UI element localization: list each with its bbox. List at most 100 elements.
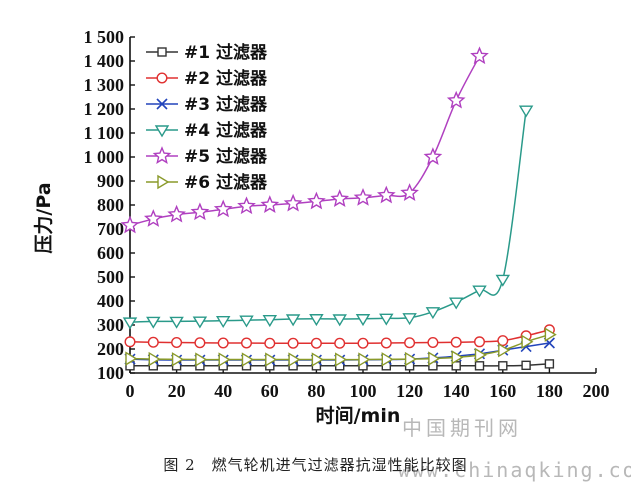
- x-tick-label: 200: [583, 381, 610, 401]
- marker-triangle-right: [358, 352, 371, 367]
- marker-triangle-right: [288, 352, 301, 367]
- marker-triangle-right: [381, 352, 394, 367]
- series-group: [120, 46, 557, 371]
- marker-triangle-right: [311, 352, 324, 367]
- marker-triangle-down: [402, 313, 417, 326]
- y-tick-label: 300: [97, 315, 124, 335]
- legend-label: #1 过滤器: [184, 42, 268, 63]
- series-6: [125, 327, 557, 367]
- marker-triangle-right: [498, 342, 511, 358]
- series-1: [125, 359, 555, 371]
- marker-triangle-down: [355, 314, 371, 327]
- series-4: [122, 105, 534, 330]
- x-tick-label: 120: [396, 381, 423, 401]
- marker-circle: [171, 337, 183, 349]
- watermark-text: 中国期刊网: [402, 416, 522, 440]
- legend-label: #2 过滤器: [184, 68, 268, 89]
- marker-star: [213, 199, 233, 218]
- marker-triangle-right: [241, 352, 254, 367]
- y-tick-label: 1 300: [84, 75, 125, 95]
- y-tick-label: 1 500: [84, 27, 125, 47]
- legend-label: #4 过滤器: [184, 120, 268, 141]
- y-tick-label: 700: [97, 219, 124, 239]
- marker-square: [544, 359, 555, 369]
- axes: [129, 36, 597, 374]
- marker-star: [260, 195, 280, 213]
- legend-item-2: #2 过滤器: [146, 68, 268, 89]
- x-tick-label: 40: [214, 381, 232, 401]
- legend: #1 过滤器 #2 过滤器 #3 过滤器 #4 过滤器 #5 过滤器 #6 过滤器: [146, 42, 268, 193]
- x-tick-label: 180: [536, 381, 563, 401]
- marker-circle: [310, 337, 322, 349]
- marker-star: [307, 191, 326, 210]
- figure-caption: 图 2 燃气轮机进气过滤器抗湿性能比较图: [163, 456, 468, 474]
- marker-star: [353, 187, 373, 206]
- legend-item-6: #6 过滤器: [146, 172, 268, 193]
- marker-triangle-right: [474, 347, 487, 363]
- marker-triangle-down: [425, 307, 441, 320]
- y-tick-label: 100: [97, 363, 124, 383]
- legend-item-1: #1 过滤器: [146, 42, 268, 63]
- marker-triangle-down: [122, 317, 138, 330]
- marker-triangle-down: [472, 285, 487, 298]
- x-tick-label: 20: [168, 381, 186, 401]
- marker-triangle-down: [518, 105, 534, 118]
- marker-star: [400, 183, 419, 201]
- x-tick-label: 100: [350, 381, 377, 401]
- marker-triangle-right: [521, 334, 534, 350]
- marker-triangle-right: [544, 327, 557, 342]
- marker-star: [237, 196, 256, 215]
- marker-triangle-right: [218, 352, 231, 367]
- marker-star: [446, 90, 466, 109]
- marker-triangle-down: [239, 315, 254, 328]
- marker-star: [283, 193, 303, 212]
- series-line: [129, 110, 527, 323]
- y-tick-label: 400: [97, 291, 124, 311]
- marker-square: [474, 361, 485, 371]
- marker-circle: [147, 336, 159, 348]
- y-tick-label: 1 000: [84, 147, 125, 167]
- legend-item-3: #3 过滤器: [146, 94, 268, 115]
- marker-triangle-down: [309, 314, 324, 327]
- legend-label: #3 过滤器: [184, 94, 268, 115]
- marker-triangle-right: [148, 351, 161, 367]
- marker-circle: [240, 337, 252, 349]
- marker-triangle-right: [335, 352, 348, 367]
- y-tick-label: 1 100: [84, 123, 125, 143]
- marker-circle: [334, 337, 346, 349]
- marker-star: [143, 209, 163, 227]
- marker-star: [120, 215, 140, 234]
- marker-star: [330, 189, 350, 207]
- marker-triangle-right: [451, 350, 464, 365]
- marker-triangle-down: [495, 274, 511, 287]
- legend-label: #5 过滤器: [184, 146, 268, 167]
- marker-triangle-right: [428, 351, 441, 366]
- x-tick-label: 60: [261, 381, 279, 401]
- marker-triangle-right: [195, 352, 208, 367]
- series-2: [124, 324, 555, 349]
- marker-circle: [156, 72, 168, 84]
- series-line: [129, 55, 481, 227]
- marker-triangle-down: [215, 315, 231, 329]
- marker-star: [470, 46, 489, 65]
- marker-circle: [404, 337, 416, 349]
- marker-triangle-down: [192, 316, 208, 329]
- marker-circle: [427, 337, 439, 349]
- marker-circle: [124, 336, 136, 348]
- marker-star: [167, 204, 186, 223]
- marker-square: [521, 360, 531, 371]
- watermark-url: www.chinaqking.com: [398, 458, 631, 482]
- marker-circle: [217, 337, 229, 349]
- marker-star: [152, 146, 172, 164]
- marker-circle: [287, 337, 299, 349]
- marker-triangle-down: [379, 313, 394, 326]
- marker-triangle-down: [262, 315, 278, 328]
- marker-square: [157, 47, 167, 57]
- marker-triangle-right: [404, 351, 417, 367]
- marker-triangle-right: [157, 174, 170, 190]
- y-tick-label: 500: [97, 267, 124, 287]
- marker-circle: [380, 337, 392, 349]
- series-5: [120, 46, 489, 234]
- marker-circle: [194, 337, 206, 349]
- marker-star: [376, 185, 396, 204]
